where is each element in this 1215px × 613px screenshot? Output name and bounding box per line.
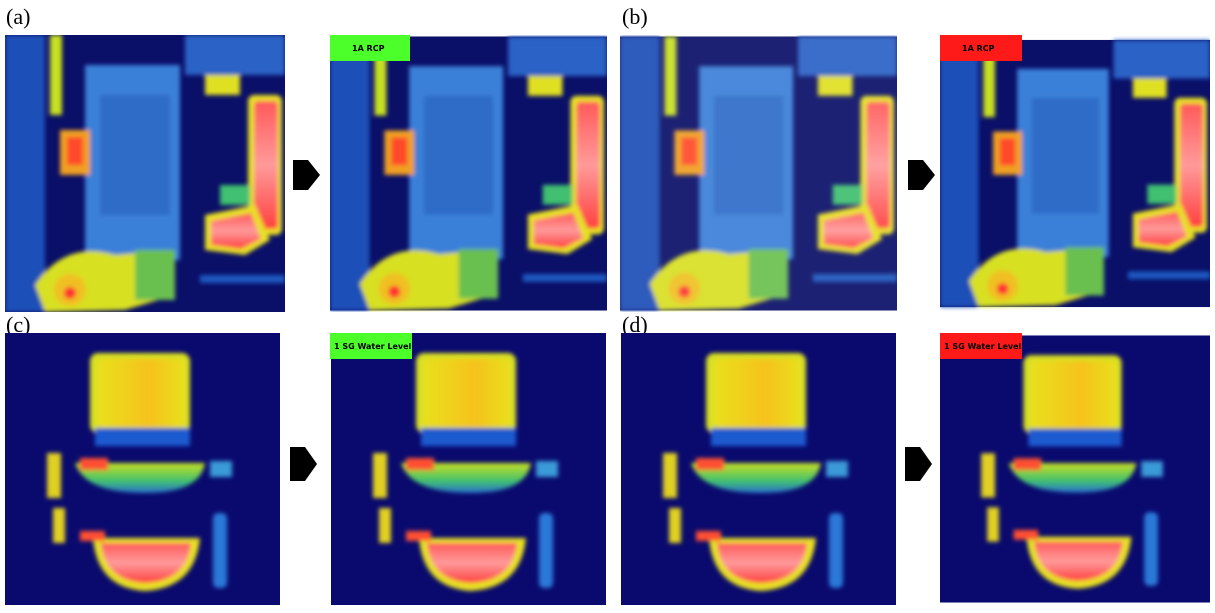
arrow: [290, 447, 317, 481]
thermal-image: [5, 35, 285, 312]
thermal-image: [621, 333, 896, 605]
tag-text: 1 SG Water Level: [944, 342, 1022, 351]
panel-label: (a): [6, 4, 30, 29]
figure: (a) 1A RCP (b) 1A RCP (c) 1 SG Water Lev…: [0, 0, 1215, 608]
tag-text: 1A RCP: [962, 44, 995, 53]
thermal-image: [940, 40, 1210, 307]
arrow: [905, 447, 932, 481]
panel-label: (b): [622, 4, 648, 29]
thermal-image: [331, 333, 606, 605]
tag-text: 1 SG Water Level: [334, 342, 412, 351]
thermal-image: [5, 333, 280, 605]
arrow: [293, 160, 320, 190]
thermal-image: [330, 36, 607, 310]
tag-text: 1A RCP: [352, 44, 385, 53]
arrow: [908, 160, 935, 190]
thermal-image: [940, 335, 1210, 602]
thermal-image: [620, 36, 897, 310]
